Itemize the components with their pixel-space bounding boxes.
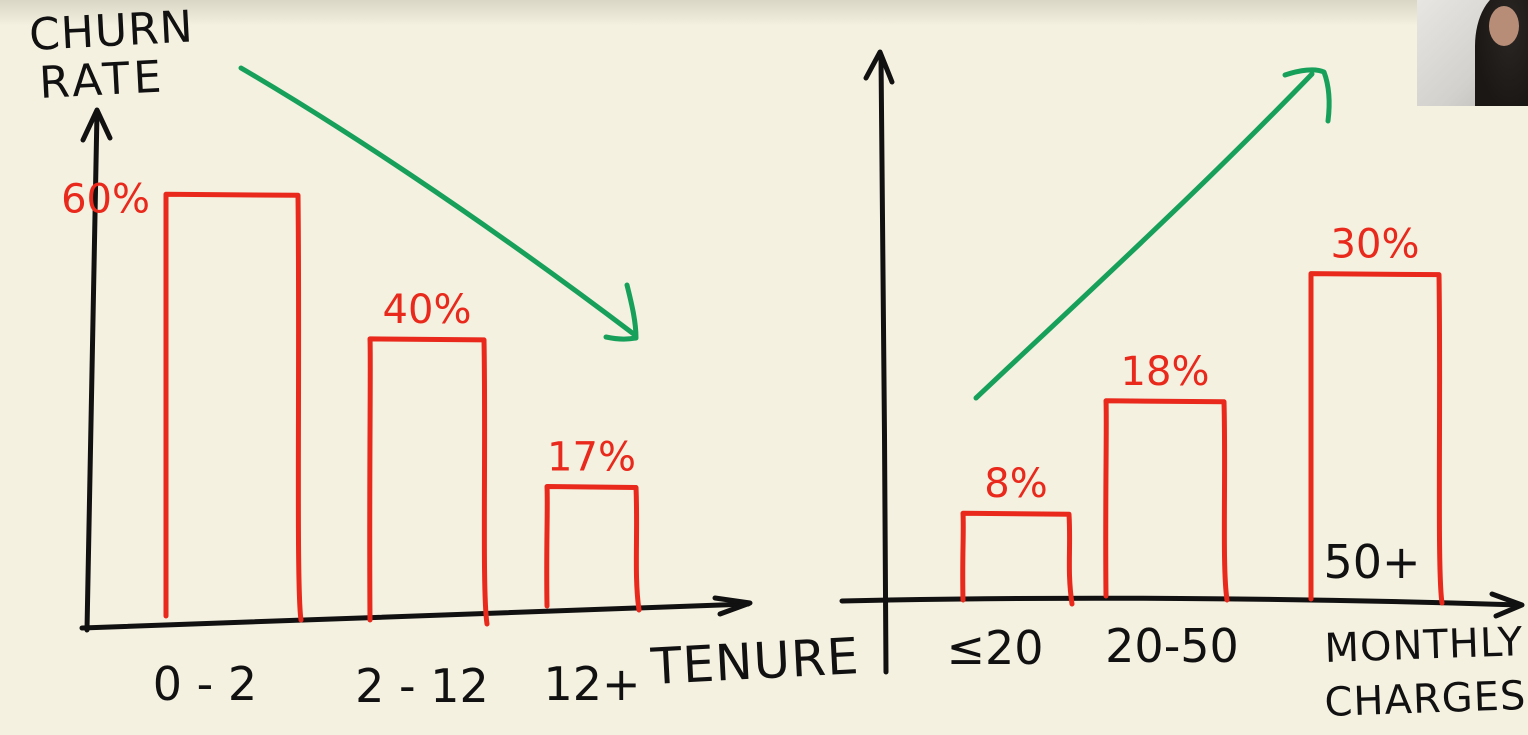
y-axis xyxy=(878,53,889,675)
trend-arrowhead-up xyxy=(1282,67,1332,124)
x-tick-label: ≤20 xyxy=(946,621,1043,675)
y-axis-arrowhead xyxy=(80,107,113,143)
bar-value-label: 60% xyxy=(61,176,150,222)
x-axis xyxy=(79,601,751,631)
top-edge-shadow xyxy=(0,0,1528,26)
y-axis xyxy=(84,109,100,633)
x-axis-arrowhead xyxy=(712,595,753,617)
bar xyxy=(960,510,1075,607)
x-tick-label: 12+ xyxy=(543,657,640,711)
x-tick-label: 2 - 12 xyxy=(355,659,489,713)
x-axis xyxy=(839,595,1523,608)
x-tick-label: 50+ xyxy=(1323,535,1420,589)
bar-value-label: 8% xyxy=(984,461,1047,507)
x-axis-arrowhead xyxy=(1489,591,1525,619)
bar-value-label: 18% xyxy=(1121,349,1210,395)
bars-tenure: 60% 40% 17% xyxy=(61,176,642,627)
x-tick-label: 0 - 2 xyxy=(153,657,257,711)
bar-value-label: 40% xyxy=(383,287,472,333)
bar-value-label: 17% xyxy=(547,435,636,481)
y-axis-label-line1: CHURN xyxy=(28,1,195,61)
trend-arrow-down xyxy=(238,65,638,338)
chart-monthly-charges: 8% 18% 30% ≤20 20-50 50+ MONTHLY CHARGES xyxy=(839,49,1527,726)
x-axis-label: TENURE xyxy=(649,627,861,696)
trend-arrow-up xyxy=(973,71,1315,401)
trend-arrowhead-down xyxy=(603,282,639,342)
x-axis-label-line2: CHARGES xyxy=(1324,673,1527,726)
presenter-webcam xyxy=(1417,0,1528,106)
bar xyxy=(544,484,642,613)
bar xyxy=(163,191,304,623)
chart-tenure: CHURN RATE 60% 40% 17% 0 - 2 2 - 12 12+ TE… xyxy=(28,1,861,713)
bar-value-label: 30% xyxy=(1331,222,1420,268)
bar xyxy=(1308,271,1445,606)
y-axis-arrowhead xyxy=(863,49,895,85)
x-axis-label-line1: MONTHLY xyxy=(1324,619,1524,672)
bar xyxy=(367,336,490,627)
bars-monthly-charges: 8% 18% 30% xyxy=(960,222,1445,607)
bar xyxy=(1103,398,1230,603)
presenter-face xyxy=(1489,6,1519,46)
y-axis-label-line2: RATE xyxy=(38,51,167,109)
x-tick-label: 20-50 xyxy=(1105,619,1239,673)
